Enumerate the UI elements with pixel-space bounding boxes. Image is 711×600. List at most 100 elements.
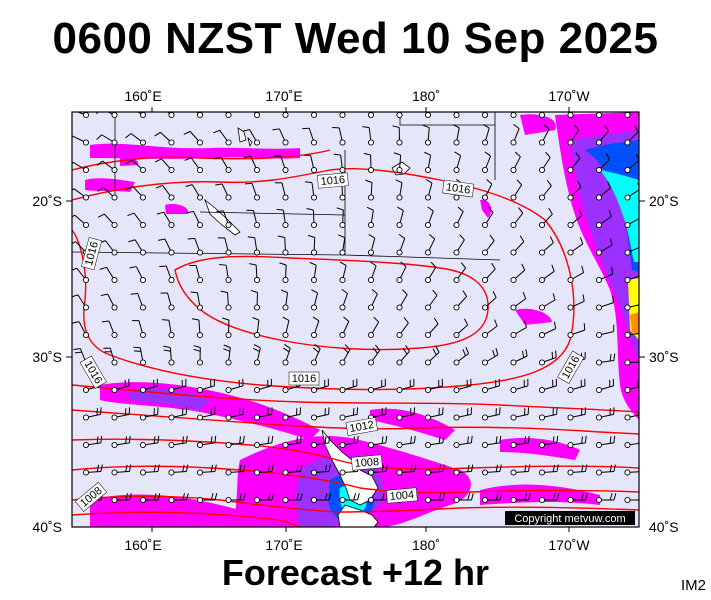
wind-station bbox=[624, 359, 631, 366]
right-lat-label: 20˚S bbox=[649, 193, 679, 209]
wind-barb-flag bbox=[579, 237, 584, 245]
wind-station bbox=[111, 414, 118, 421]
wind-station bbox=[111, 496, 118, 504]
wind-station bbox=[111, 469, 118, 476]
bottom-lon-label: 180˚ bbox=[412, 537, 440, 553]
wind-barb-flag bbox=[314, 344, 321, 350]
wind-station bbox=[453, 221, 460, 229]
wind-station bbox=[196, 249, 204, 256]
wind-station bbox=[595, 112, 603, 119]
wind-barb-flag bbox=[385, 435, 388, 443]
wind-barb-flag bbox=[556, 435, 559, 443]
wind-station bbox=[538, 331, 546, 339]
wind-barb-flag bbox=[402, 289, 408, 295]
wind-barb-flag bbox=[467, 464, 470, 472]
wind-station bbox=[567, 331, 574, 339]
wind-barb-flag bbox=[609, 436, 612, 444]
wind-barb-flag bbox=[467, 493, 471, 501]
wind-station bbox=[624, 112, 631, 119]
wind-barb-flag bbox=[125, 436, 127, 444]
wind-barb-flag bbox=[306, 207, 314, 211]
wind-barb-flag bbox=[363, 152, 371, 156]
wind-barb-flag bbox=[247, 236, 255, 239]
wind-barb-flag bbox=[413, 464, 417, 472]
wind-barb-flag bbox=[157, 493, 161, 501]
wind-barb-flag bbox=[607, 181, 611, 189]
wind-station bbox=[481, 139, 489, 146]
wind-station bbox=[424, 469, 432, 476]
wind-barb-flag bbox=[405, 345, 410, 352]
wind-station bbox=[453, 441, 460, 449]
wind-barb-flag bbox=[391, 99, 398, 100]
wind-barb-flag bbox=[223, 348, 231, 352]
wind-station bbox=[367, 194, 375, 201]
wind-barb-flag bbox=[267, 436, 270, 444]
wind-barb-flag bbox=[210, 464, 214, 472]
wind-barb-flag bbox=[128, 464, 132, 472]
wind-barb-flag bbox=[210, 436, 213, 444]
wind-barb-flag bbox=[555, 350, 557, 358]
wind-station bbox=[310, 414, 318, 421]
wind-station bbox=[82, 331, 90, 339]
wind-station bbox=[111, 359, 118, 366]
wind-station bbox=[339, 386, 346, 394]
wind-station bbox=[111, 276, 118, 284]
wind-barb-flag bbox=[210, 493, 214, 501]
wind-station bbox=[82, 469, 90, 476]
wind-station bbox=[453, 469, 460, 476]
wind-station bbox=[225, 331, 232, 339]
wind-barb-flag bbox=[311, 289, 318, 294]
wind-barb-flag bbox=[214, 493, 218, 501]
wind-station bbox=[139, 304, 147, 311]
wind-barb-flag bbox=[220, 290, 228, 294]
wind-barb-flag bbox=[642, 465, 643, 472]
wind-barb-flag bbox=[271, 493, 275, 501]
wind-station bbox=[396, 276, 403, 284]
wind-barb-flag bbox=[128, 239, 136, 243]
wind-station bbox=[396, 194, 403, 201]
wind-barb-flag bbox=[96, 436, 99, 444]
wind-barb-flag bbox=[457, 206, 464, 212]
wind-station bbox=[481, 166, 489, 174]
wind-barb-flag bbox=[470, 435, 473, 443]
wind-station bbox=[196, 112, 204, 119]
wind-barb-flag bbox=[96, 112, 99, 115]
wind-barb-flag bbox=[193, 345, 201, 348]
wind-barb-flag bbox=[581, 265, 585, 273]
wind-station bbox=[624, 139, 631, 146]
wind-barb-flag bbox=[605, 153, 611, 160]
boundary-lines bbox=[72, 112, 501, 261]
wind-barb-flag bbox=[575, 152, 581, 159]
wind-station bbox=[225, 166, 232, 174]
wind-station bbox=[567, 139, 574, 146]
wind-station bbox=[139, 386, 147, 394]
wind-station bbox=[624, 414, 631, 421]
wind-station bbox=[282, 112, 289, 119]
wind-station bbox=[424, 359, 432, 366]
wind-station bbox=[310, 112, 318, 119]
wind-barb-flag bbox=[183, 105, 189, 109]
wind-barb-flag bbox=[72, 241, 76, 245]
wind-station bbox=[424, 139, 432, 146]
wind-station bbox=[595, 469, 603, 476]
wind-barb-flag bbox=[551, 351, 554, 359]
wind-station bbox=[510, 194, 517, 201]
wind-barb-flag bbox=[253, 347, 260, 352]
wind-barb-flag bbox=[193, 348, 201, 352]
wind-barb-flag bbox=[368, 234, 376, 239]
wind-station bbox=[396, 386, 403, 394]
wind-station bbox=[424, 249, 432, 256]
wind-station bbox=[624, 249, 631, 256]
wind-station bbox=[538, 276, 546, 284]
wind-station bbox=[510, 469, 517, 476]
wind-station bbox=[82, 166, 90, 174]
wind-station bbox=[196, 386, 204, 394]
wind-barb-flag bbox=[125, 112, 126, 113]
wind-barb-flag bbox=[344, 344, 351, 350]
wind-station bbox=[253, 139, 261, 146]
wind-barb-flag bbox=[296, 436, 298, 444]
wind-barb-flag bbox=[242, 464, 246, 472]
wind-station bbox=[310, 166, 318, 174]
wind-barb-flag bbox=[250, 289, 258, 293]
